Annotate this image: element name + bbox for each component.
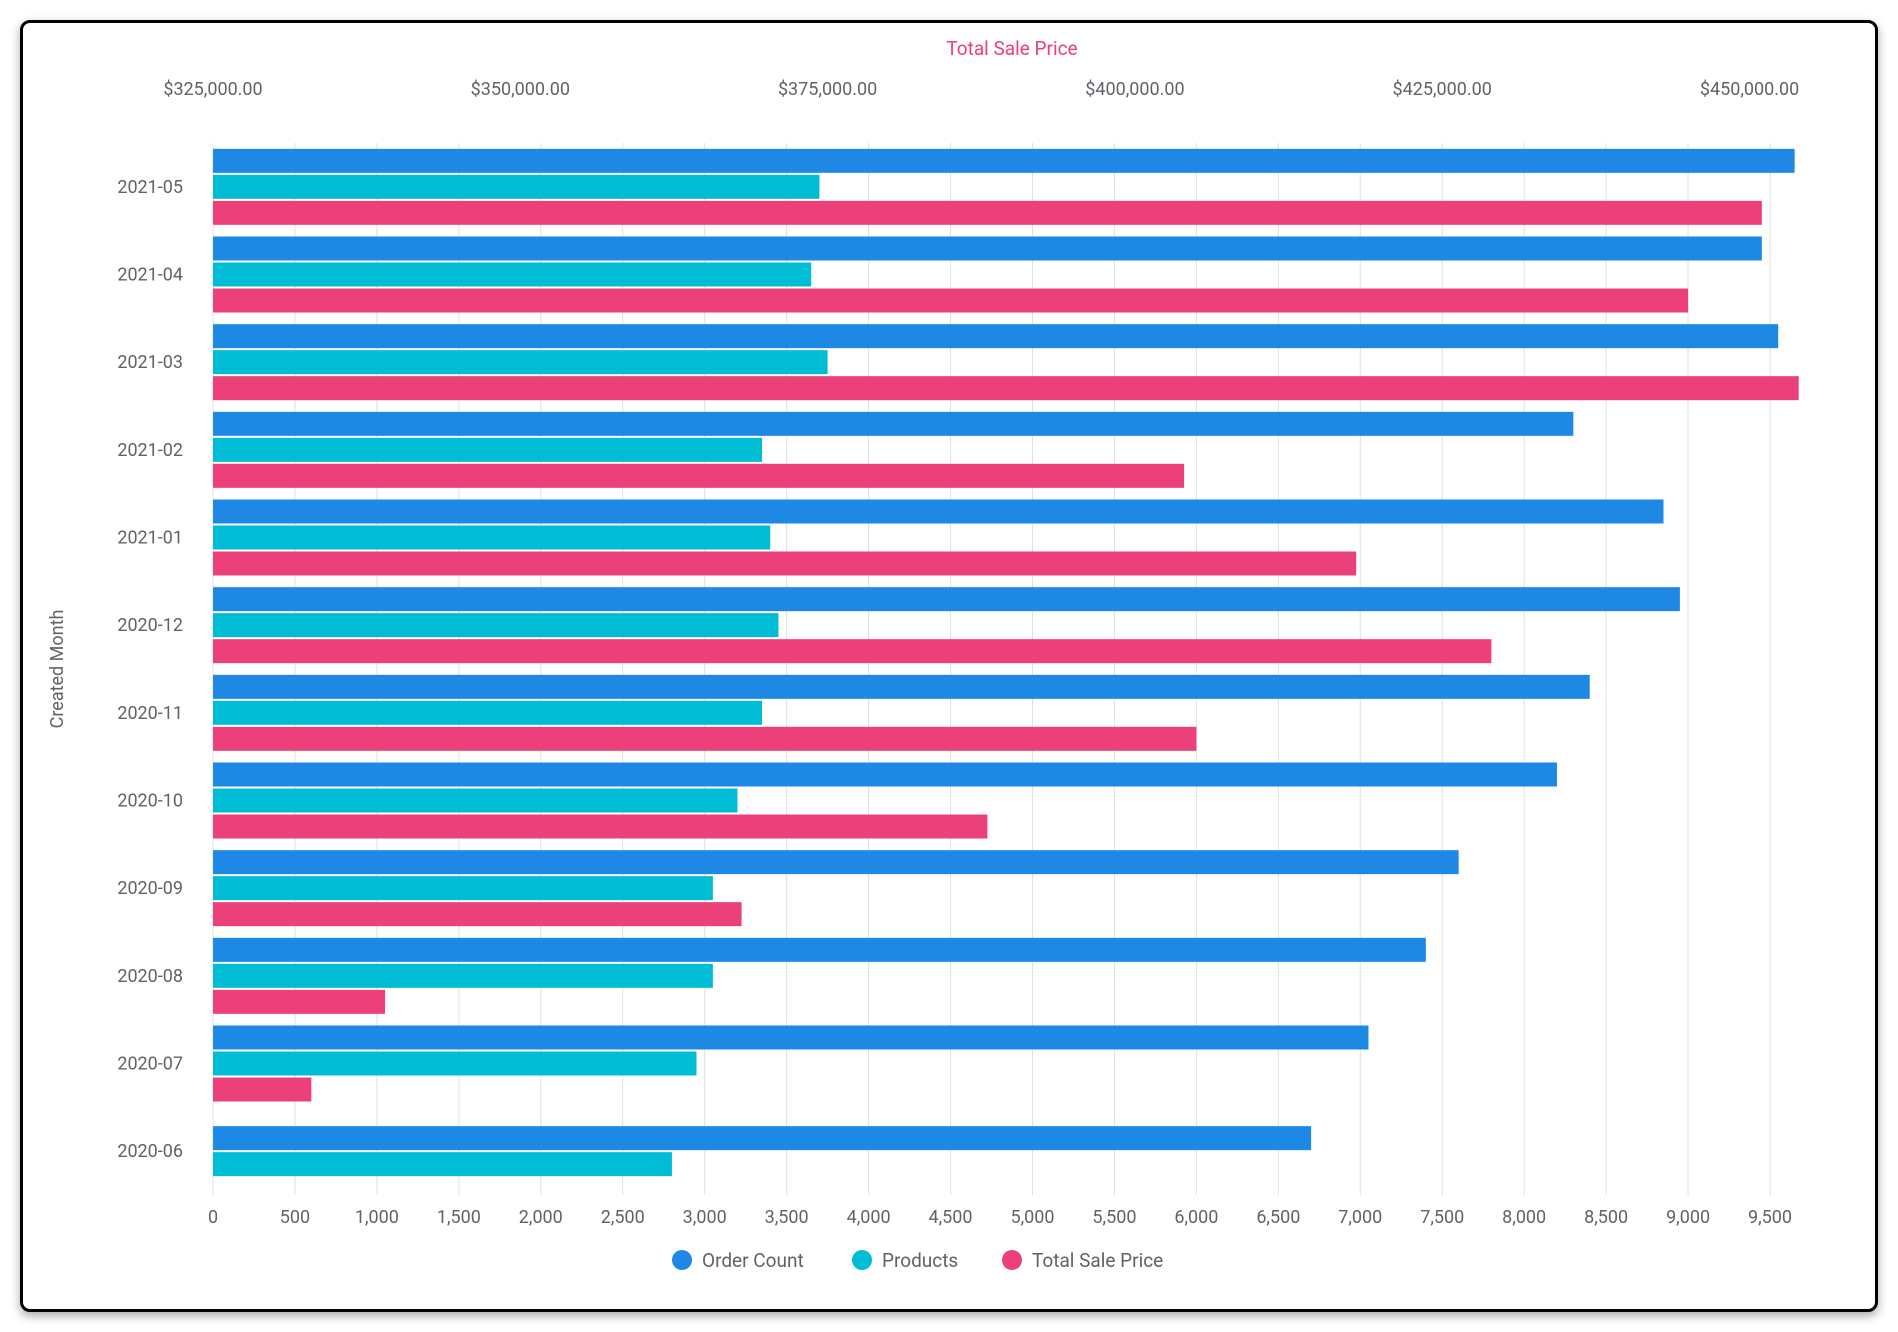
- bar-total-sale-price: [213, 289, 1688, 313]
- y-tick-label: 2020-09: [117, 878, 183, 899]
- y-tick-label: 2020-10: [117, 791, 183, 812]
- top-tick-label: $375,000.00: [778, 79, 877, 100]
- bottom-tick-label: 500: [280, 1207, 310, 1228]
- bottom-tick-label: 4,500: [929, 1207, 973, 1228]
- bar-total-sale-price: [213, 902, 742, 926]
- y-tick-label: 2021-01: [117, 528, 183, 549]
- bottom-tick-label: 8,500: [1584, 1207, 1628, 1228]
- legend-label: Products: [882, 1249, 958, 1272]
- bar-total-sale-price: [213, 990, 385, 1014]
- bar-total-sale-price: [213, 727, 1196, 751]
- bar-total-sale-price: [213, 815, 987, 839]
- bar-order-count: [213, 1126, 1311, 1150]
- y-tick-label: 2021-05: [117, 177, 183, 198]
- bar-products: [213, 175, 819, 199]
- bottom-tick-label: 9,000: [1666, 1207, 1710, 1228]
- bottom-tick-label: 6,500: [1256, 1207, 1300, 1228]
- bottom-tick-label: 7,500: [1420, 1207, 1464, 1228]
- bar-products: [213, 876, 713, 900]
- y-tick-label: 2021-02: [117, 440, 183, 461]
- bar-total-sale-price: [213, 552, 1356, 576]
- bar-total-sale-price: [213, 1078, 311, 1102]
- legend-swatch: [1002, 1250, 1022, 1270]
- bottom-tick-label: 1,500: [437, 1207, 481, 1228]
- top-tick-label: $450,000.00: [1700, 79, 1799, 100]
- y-tick-label: 2020-07: [117, 1054, 183, 1075]
- top-tick-label: $325,000.00: [163, 79, 262, 100]
- bar-order-count: [213, 1026, 1368, 1050]
- bottom-tick-label: 3,500: [765, 1207, 809, 1228]
- bar-products: [213, 526, 770, 550]
- bar-order-count: [213, 149, 1795, 173]
- legend-swatch: [672, 1250, 692, 1270]
- bar-order-count: [213, 938, 1426, 962]
- bar-products: [213, 1052, 696, 1076]
- bar-total-sale-price: [213, 464, 1184, 488]
- bottom-tick-label: 9,500: [1748, 1207, 1792, 1228]
- legend-swatch: [852, 1250, 872, 1270]
- chart-panel: 0 500 1,000 1,500 2,000 2,500 3,000 3,500 4,000 4…: [20, 20, 1878, 1312]
- chart-svg: 0 500 1,000 1,500 2,000 2,500 3,000 3,500 4,000 4…: [23, 23, 1878, 1312]
- bar-products: [213, 701, 762, 725]
- bottom-tick-label: 3,000: [683, 1207, 727, 1228]
- bar-total-sale-price: [213, 201, 1762, 225]
- bar-products: [213, 263, 811, 287]
- y-axis-label: Created Month: [47, 610, 68, 729]
- bar-order-count: [213, 587, 1680, 611]
- y-tick-label: 2020-06: [117, 1141, 183, 1162]
- bottom-tick-label: 5,000: [1010, 1207, 1054, 1228]
- bar-products: [213, 1152, 672, 1176]
- bar-order-count: [213, 412, 1573, 436]
- bottom-tick-label: 8,000: [1502, 1207, 1546, 1228]
- bar-order-count: [213, 763, 1557, 787]
- bar-products: [213, 964, 713, 988]
- bar-products: [213, 613, 778, 637]
- bottom-tick-label: 2,000: [519, 1207, 563, 1228]
- y-tick-label: 2020-12: [117, 615, 183, 636]
- bar-total-sale-price: [213, 639, 1491, 663]
- bottom-tick-label: 1,000: [355, 1207, 399, 1228]
- bottom-tick-label: 7,000: [1338, 1207, 1382, 1228]
- bottom-tick-label: 0: [208, 1207, 218, 1228]
- bar-total-sale-price: [213, 376, 1799, 400]
- bar-order-count: [213, 850, 1459, 874]
- bottom-tick-label: 5,500: [1092, 1207, 1136, 1228]
- bottom-tick-label: 2,500: [601, 1207, 645, 1228]
- y-tick-label: 2020-11: [117, 703, 183, 724]
- top-axis-title: Total Sale Price: [946, 37, 1077, 60]
- bottom-tick-label: 4,000: [847, 1207, 891, 1228]
- top-tick-label: $400,000.00: [1085, 79, 1184, 100]
- bar-products: [213, 789, 737, 813]
- bar-order-count: [213, 675, 1590, 699]
- bar-order-count: [213, 500, 1663, 524]
- top-tick-label: $350,000.00: [471, 79, 570, 100]
- bar-products: [213, 438, 762, 462]
- bottom-tick-label: 6,000: [1174, 1207, 1218, 1228]
- bar-order-count: [213, 237, 1762, 261]
- bar-products: [213, 350, 828, 374]
- chart-frame: 0 500 1,000 1,500 2,000 2,500 3,000 3,500 4,000 4…: [0, 0, 1898, 1332]
- legend-label: Total Sale Price: [1032, 1249, 1163, 1272]
- top-tick-label: $425,000.00: [1393, 79, 1492, 100]
- y-tick-label: 2021-03: [117, 352, 183, 373]
- bar-order-count: [213, 324, 1778, 348]
- y-tick-label: 2021-04: [117, 265, 183, 286]
- legend-label: Order Count: [702, 1249, 804, 1272]
- y-tick-label: 2020-08: [117, 966, 183, 987]
